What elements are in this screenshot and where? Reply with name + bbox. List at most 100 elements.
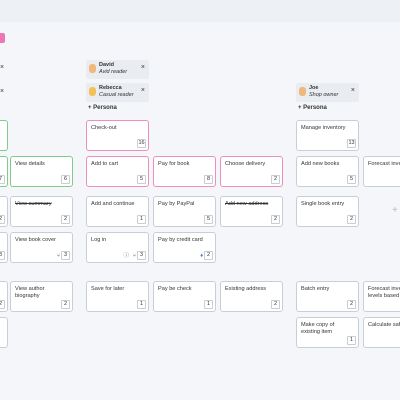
story-card[interactable]: Forecast inven... xyxy=(363,156,400,187)
remove-persona[interactable]: × xyxy=(350,87,355,94)
card-count: 2 xyxy=(0,215,5,224)
card-title: Pay by PayPal xyxy=(158,201,195,207)
close-icon: × xyxy=(0,64,5,71)
card-count: 13 xyxy=(347,139,356,148)
card-title: Make copy of existing item xyxy=(301,322,335,335)
card-title: Check-out xyxy=(91,125,117,131)
add-persona[interactable]: + Persona xyxy=(298,105,327,111)
branch-icon: ⑂ xyxy=(56,253,60,259)
story-card[interactable]: Add new address 2 xyxy=(220,196,283,227)
story-card[interactable]: Calculate safe... xyxy=(363,317,400,348)
card-count: 16 xyxy=(137,139,146,148)
card-count: 2 xyxy=(347,215,356,224)
card-count: 2 xyxy=(204,251,213,260)
card-count: 1 xyxy=(137,215,146,224)
card-title: View summary xyxy=(15,201,52,207)
branch-icon: ⑂ xyxy=(132,253,136,259)
card-title: Add and continue xyxy=(91,201,135,207)
help-icon: ⓘ xyxy=(123,253,129,259)
card-count: 3 xyxy=(137,251,146,260)
story-card[interactable]: View author biography 2 xyxy=(10,281,73,312)
add-persona[interactable]: + Persona xyxy=(88,105,117,111)
story-card[interactable]: Pay by credit card 2 ♦ xyxy=(153,232,216,263)
add-persona-label: Persona xyxy=(303,105,327,111)
card-title: Add new books xyxy=(301,161,340,167)
story-card[interactable]: Choose delivery 2 xyxy=(220,156,283,187)
card-title: Pay for book xyxy=(158,161,190,167)
card-title: Forecast inventory levels based o... xyxy=(368,286,400,299)
persona-name: David xyxy=(99,62,114,68)
card-title: View details xyxy=(15,161,45,167)
card-count: 2 xyxy=(61,300,70,309)
story-card[interactable]: 3 xyxy=(0,232,8,263)
card-count: 7 xyxy=(0,175,5,184)
story-card[interactable]: Make copy of existing item 1 xyxy=(296,317,359,348)
remove-persona[interactable]: × xyxy=(140,87,145,94)
toolbar xyxy=(0,0,400,22)
card-title: Pay by credit card xyxy=(158,237,203,243)
story-card[interactable] xyxy=(0,317,8,348)
card-title: Forecast inven... xyxy=(368,161,400,167)
add-column[interactable]: + xyxy=(392,205,398,216)
story-card[interactable]: Manage inventory 13 xyxy=(296,120,359,151)
card-count: 2 xyxy=(271,175,280,184)
persona[interactable]: Joe Shop owner × xyxy=(296,83,359,102)
card-count: 6 xyxy=(61,175,70,184)
story-card[interactable]: 2 xyxy=(0,196,8,227)
card-title: Add new address xyxy=(225,201,269,207)
flame-icon: ♦ xyxy=(200,253,203,259)
story-card[interactable]: Pay be check 1 xyxy=(153,281,216,312)
card-count: 3 xyxy=(0,251,5,260)
story-card[interactable]: View summary 2 xyxy=(10,196,73,227)
story-card[interactable]: Pay by PayPal 5 xyxy=(153,196,216,227)
persona-role: Avid reader xyxy=(99,69,128,75)
story-card[interactable]: Add new books 5 xyxy=(296,156,359,187)
add-persona-label: Persona xyxy=(93,105,117,111)
avatar xyxy=(89,87,96,96)
card-count: 5 xyxy=(137,175,146,184)
story-card[interactable]: Add to cart 5 xyxy=(86,156,149,187)
story-card[interactable]: 7 xyxy=(0,156,8,187)
card-count: 5 xyxy=(204,215,213,224)
card-count: 2 xyxy=(347,300,356,309)
card-count: 1 xyxy=(137,300,146,309)
tag xyxy=(0,33,5,43)
story-card[interactable]: Existing address 2 xyxy=(220,281,283,312)
card-count: 2 xyxy=(271,300,280,309)
close-icon: × xyxy=(0,88,5,95)
card-count: 1 xyxy=(347,336,356,345)
story-card[interactable]: View details 6 xyxy=(10,156,73,187)
remove-persona[interactable]: × xyxy=(140,64,145,71)
persona-name: Rebecca xyxy=(99,85,122,91)
card-title: Log in xyxy=(91,237,107,243)
story-card[interactable]: Add and continue 1 xyxy=(86,196,149,227)
story-card[interactable]: Log in 3 ⑂ ⓘ xyxy=(86,232,149,263)
story-card[interactable]: Check-out 16 xyxy=(86,120,149,151)
card-count: 5 xyxy=(347,175,356,184)
story-card[interactable]: Single book entry 2 xyxy=(296,196,359,227)
story-card[interactable]: Save for later 1 xyxy=(86,281,149,312)
card-title: View book cover xyxy=(15,237,56,243)
story-card[interactable]: Forecast inventory levels based o... xyxy=(363,281,400,312)
story-card[interactable] xyxy=(0,120,8,151)
card-count: 3 xyxy=(61,251,70,260)
card-title: Pay be check xyxy=(158,286,192,292)
story-card[interactable]: Pay for book 8 xyxy=(153,156,216,187)
avatar xyxy=(299,87,306,96)
card-title: Add to cart xyxy=(91,161,119,167)
story-card[interactable]: 2 xyxy=(0,281,8,312)
card-title: Calculate safe... xyxy=(368,322,400,328)
persona-role: Casual reader xyxy=(99,92,134,98)
story-card[interactable]: Batch entry 2 xyxy=(296,281,359,312)
card-title: View author biography xyxy=(15,286,45,299)
card-count: 2 xyxy=(271,215,280,224)
card-title: Manage inventory xyxy=(301,125,346,131)
avatar xyxy=(89,64,96,73)
persona[interactable]: Rebecca Casual reader × xyxy=(86,83,149,102)
story-card[interactable]: View book cover 3 ⑂ xyxy=(10,232,73,263)
card-count: 8 xyxy=(204,175,213,184)
persona-name: Joe xyxy=(309,85,319,91)
card-count: 2 xyxy=(61,215,70,224)
persona[interactable]: David Avid reader × xyxy=(86,60,149,79)
